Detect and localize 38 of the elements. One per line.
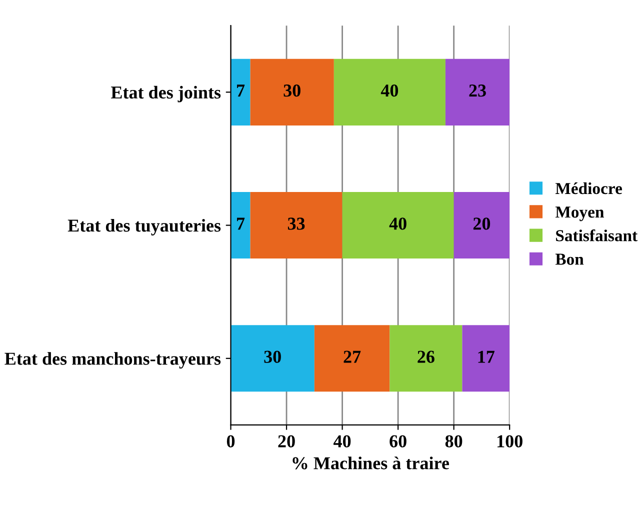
legend-label: Médiocre xyxy=(555,182,622,194)
data-label: 27 xyxy=(344,350,361,363)
data-label: 30 xyxy=(264,350,281,363)
bar xyxy=(454,192,510,259)
data-label: 23 xyxy=(469,84,486,97)
x-tick-label: 40 xyxy=(334,435,351,448)
data-label: 33 xyxy=(288,218,305,230)
data-label: 20 xyxy=(473,218,490,230)
legend-label: Bon xyxy=(555,254,584,265)
data-label: 7 xyxy=(237,218,245,230)
data-label: 30 xyxy=(284,84,300,97)
y-tick-label: Etat des manchons-trayeurs xyxy=(4,352,221,369)
y-tick-label: Etat des tuyauteries xyxy=(68,219,221,236)
x-tick-label: 60 xyxy=(390,435,406,448)
x-axis-title: % Machines à traire xyxy=(292,456,450,470)
bar xyxy=(250,58,334,126)
x-tick-label: 100 xyxy=(498,435,522,448)
x-tick-label: 20 xyxy=(278,435,295,448)
bar xyxy=(462,325,510,392)
data-label: 17 xyxy=(478,350,494,363)
legend-label: Satisfaisant xyxy=(556,229,638,242)
bar xyxy=(250,192,342,259)
x-tick-label: 80 xyxy=(445,435,462,448)
bar xyxy=(342,192,454,259)
bar xyxy=(390,325,462,392)
data-label: 40 xyxy=(389,218,406,230)
bar xyxy=(230,192,250,259)
bar xyxy=(445,58,510,126)
legend-label: Moyen xyxy=(555,206,604,222)
data-label: 26 xyxy=(418,350,434,363)
data-label: 40 xyxy=(380,84,398,97)
bar xyxy=(314,325,390,392)
bar xyxy=(230,58,250,126)
x-tick-label: 0 xyxy=(226,435,235,448)
y-tick-label: Etat des joints xyxy=(111,86,221,102)
data-label: 7 xyxy=(237,84,245,96)
bar xyxy=(334,58,446,126)
bar xyxy=(230,325,314,392)
